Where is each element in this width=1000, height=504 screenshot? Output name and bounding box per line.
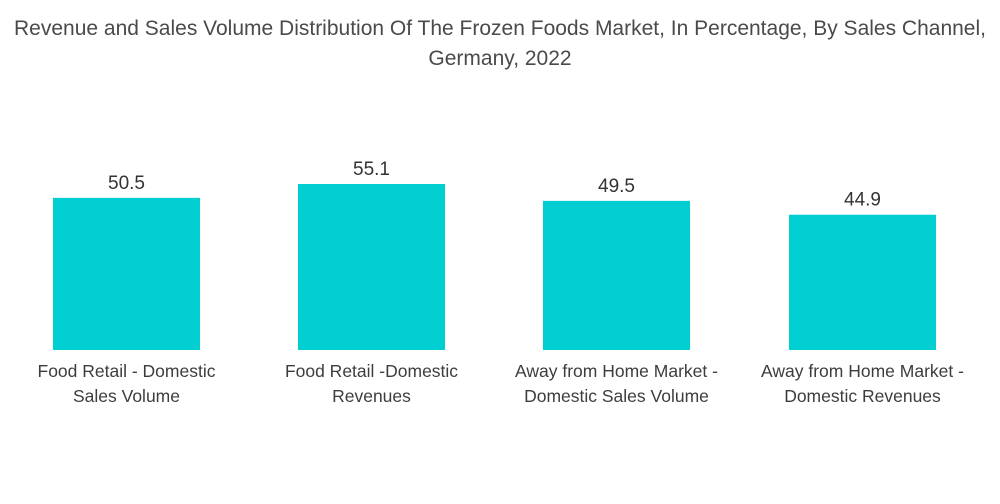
bar-value-label-1: 50.5 [108, 173, 145, 194]
bar-value-label-4: 44.9 [844, 190, 881, 211]
category-label-3: Away from Home Market - Domestic Sales Vo… [515, 361, 718, 406]
bar-1 [53, 197, 200, 350]
bar-2 [298, 184, 445, 350]
bar-value-label-2: 55.1 [353, 159, 390, 180]
chart-title: Revenue and Sales Volume Distribution Of… [14, 17, 986, 70]
category-label-line: Revenues [332, 386, 411, 406]
category-label-line: Domestic Revenues [784, 386, 941, 406]
category-label-2: Food Retail -Domestic Revenues [285, 361, 458, 406]
bar-3 [543, 200, 690, 350]
category-label-1: Food Retail - Domestic Sales Volume [38, 361, 216, 406]
category-label-line: Domestic Sales Volume [524, 386, 709, 406]
category-label-line: Food Retail - Domestic [38, 361, 216, 381]
category-label-4: Away from Home Market - Domestic Revenues [761, 361, 964, 406]
category-label-line: Away from Home Market - [761, 361, 964, 381]
bar-4 [789, 214, 936, 350]
category-label-line: Away from Home Market - [515, 361, 718, 381]
category-label-line: Sales Volume [73, 386, 180, 406]
category-label-line: Food Retail -Domestic [285, 361, 458, 381]
value-labels-layer: 50.5 55.1 49.5 44.9 [108, 159, 881, 211]
bar-value-label-3: 49.5 [598, 176, 635, 197]
bars-layer [53, 184, 936, 350]
